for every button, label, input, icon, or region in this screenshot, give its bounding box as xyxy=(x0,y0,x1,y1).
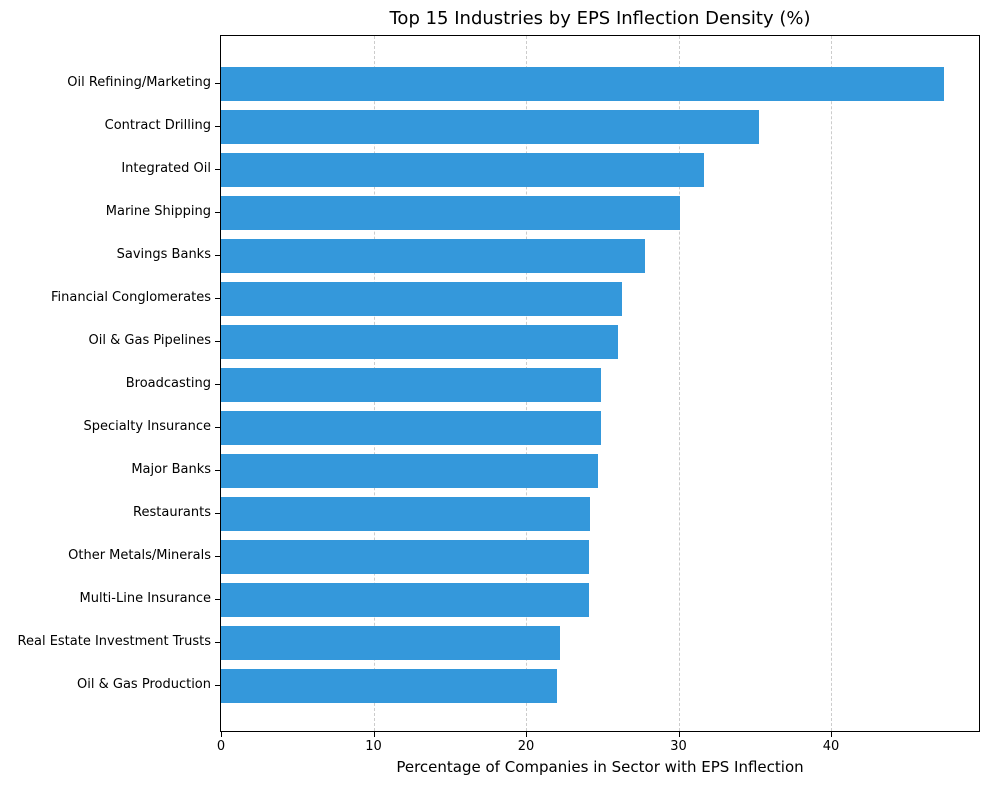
category-label-specialty-insurance: Specialty Insurance xyxy=(83,419,211,434)
bar-other-metals-minerals xyxy=(221,540,589,574)
y-axis-labels: Oil Refining/Marketing Contract Drilling I… xyxy=(0,35,211,732)
category-label-major-banks: Major Banks xyxy=(131,462,211,477)
bar-marine-shipping xyxy=(221,196,681,230)
x-tick-0 xyxy=(221,732,222,737)
x-tick-label-10: 10 xyxy=(365,739,382,754)
bar-specialty-insurance xyxy=(221,411,601,445)
bar-real-estate-investment-trusts xyxy=(221,626,560,660)
x-tick-label-0: 0 xyxy=(216,739,226,754)
bar-broadcasting xyxy=(221,368,601,402)
bar-oil-refining-marketing xyxy=(221,67,944,101)
y-tick-major-banks xyxy=(215,470,220,471)
category-label-oil-refining-marketing: Oil Refining/Marketing xyxy=(67,75,211,90)
category-label-other-metals-minerals: Other Metals/Minerals xyxy=(68,548,211,563)
y-tick-oil-gas-pipelines xyxy=(215,341,220,342)
gridline-x-30 xyxy=(678,36,680,731)
x-tick-label-30: 30 xyxy=(670,739,687,754)
x-tick-40 xyxy=(831,732,833,737)
y-tick-integrated-oil xyxy=(215,169,220,170)
bar-restaurants xyxy=(221,497,591,531)
x-tick-10 xyxy=(373,732,375,737)
y-tick-contract-drilling xyxy=(215,126,220,127)
category-label-broadcasting: Broadcasting xyxy=(125,376,211,391)
x-tick-label-20: 20 xyxy=(517,739,535,754)
category-label-marine-shipping: Marine Shipping xyxy=(105,204,211,219)
x-tick-30 xyxy=(678,732,680,737)
y-tick-specialty-insurance xyxy=(215,427,220,428)
x-axis-label: Percentage of Companies in Sector with E… xyxy=(396,758,804,776)
category-label-financial-conglomerates: Financial Conglomerates xyxy=(51,290,211,305)
y-tick-multi-line-insurance xyxy=(215,599,220,600)
category-label-real-estate-investment-trusts: Real Estate Investment Trusts xyxy=(17,634,211,649)
y-tick-marine-shipping xyxy=(215,212,220,213)
y-tick-real-estate-investment-trusts xyxy=(215,642,220,643)
plot-area xyxy=(220,35,980,732)
category-label-oil-gas-pipelines: Oil & Gas Pipelines xyxy=(88,333,211,348)
category-label-restaurants: Restaurants xyxy=(133,505,211,520)
bar-oil-gas-production xyxy=(221,669,557,703)
category-label-integrated-oil: Integrated Oil xyxy=(121,161,211,176)
chart-title: Top 15 Industries by EPS Inflection Dens… xyxy=(389,8,811,29)
bar-contract-drilling xyxy=(221,110,760,144)
bar-integrated-oil xyxy=(221,153,705,187)
bar-multi-line-insurance xyxy=(221,583,589,617)
x-tick-20 xyxy=(526,732,528,737)
gridline-x-40 xyxy=(831,36,833,731)
y-tick-other-metals-minerals xyxy=(215,556,220,557)
y-tick-oil-refining-marketing xyxy=(215,83,220,84)
y-tick-restaurants xyxy=(215,513,220,514)
bar-savings-banks xyxy=(221,239,645,273)
y-tick-financial-conglomerates xyxy=(215,298,220,299)
bar-major-banks xyxy=(221,454,598,488)
category-label-multi-line-insurance: Multi-Line Insurance xyxy=(79,591,211,606)
y-tick-broadcasting xyxy=(215,384,220,385)
category-label-oil-gas-production: Oil & Gas Production xyxy=(77,677,211,692)
category-label-contract-drilling: Contract Drilling xyxy=(104,118,211,133)
x-tick-label-40: 40 xyxy=(822,739,840,754)
category-label-savings-banks: Savings Banks xyxy=(116,247,211,262)
y-tick-savings-banks xyxy=(215,255,220,256)
y-tick-oil-gas-production xyxy=(215,685,220,686)
bar-oil-gas-pipelines xyxy=(221,325,618,359)
bar-financial-conglomerates xyxy=(221,282,623,316)
